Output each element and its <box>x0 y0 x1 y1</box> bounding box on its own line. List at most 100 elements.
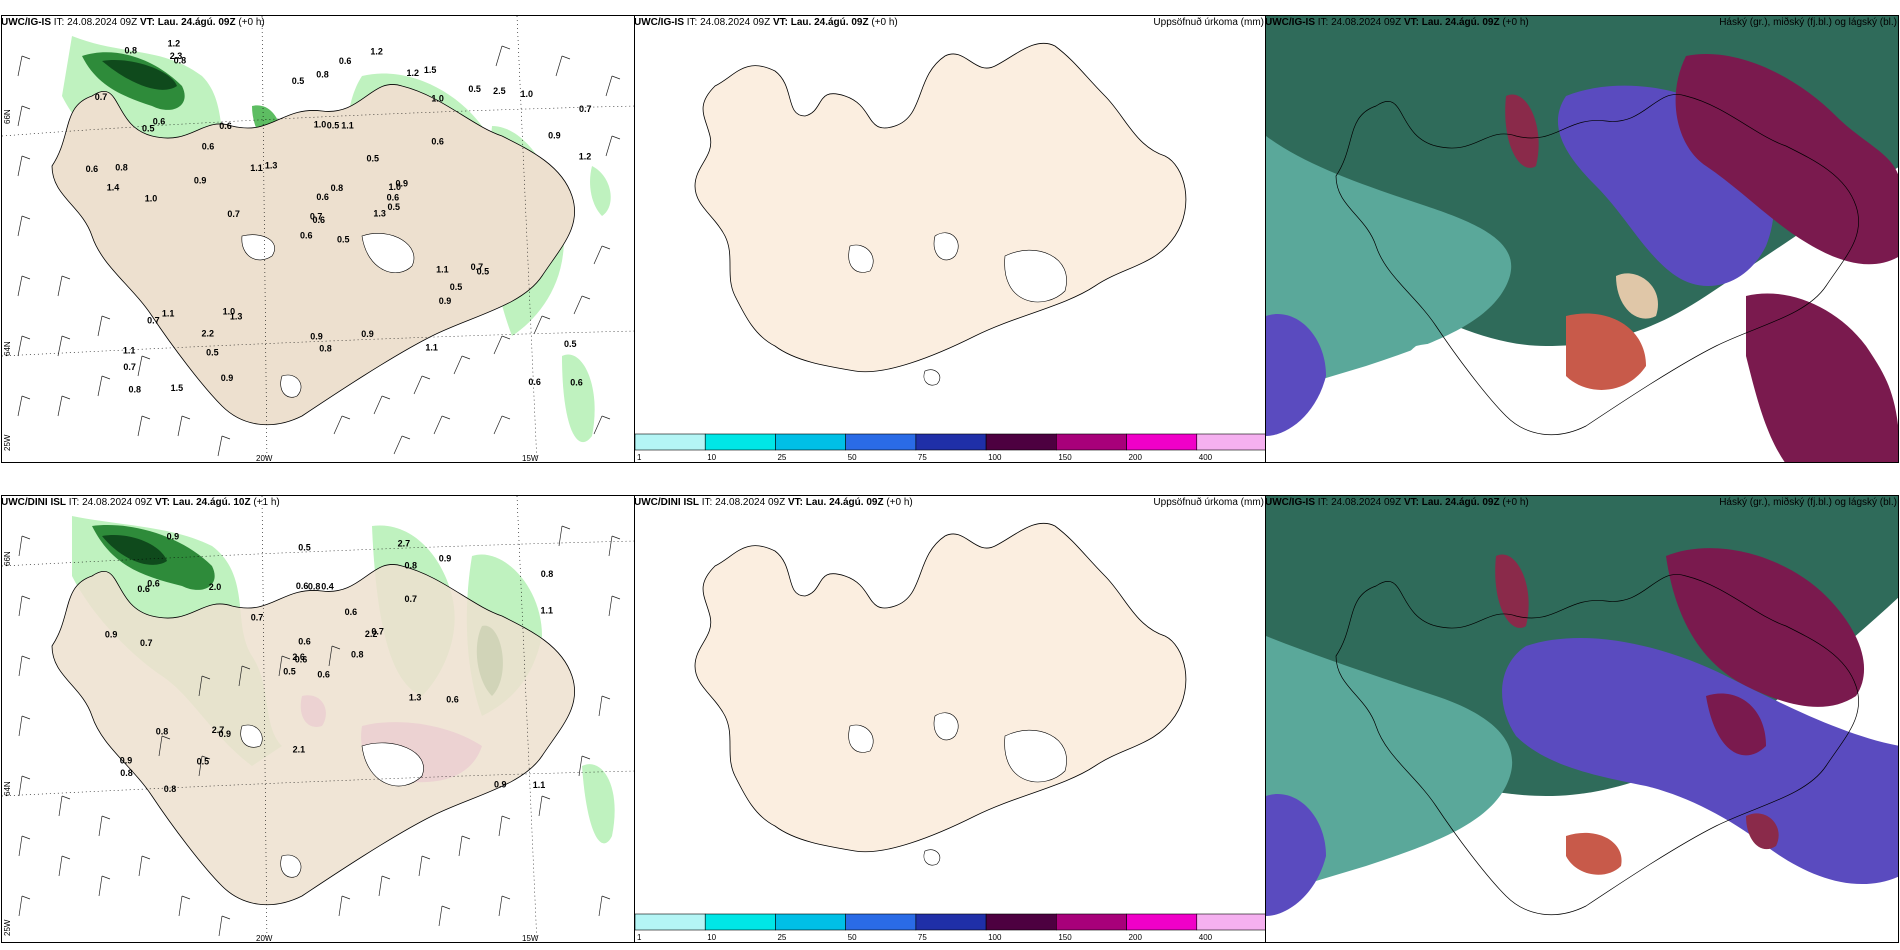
precip-value-label: 1.3 <box>230 311 243 321</box>
colorbar-swatch <box>845 433 917 451</box>
precip-value-label: 0.6 <box>298 637 311 647</box>
precip-value-label: 0.7 <box>95 92 108 102</box>
precip-value-label: 0.8 <box>174 56 187 66</box>
precip-value-label: 0.9 <box>361 329 374 339</box>
precip-value-label: 1.4 <box>107 182 120 192</box>
panel-3-lead: (+0 h) <box>1502 17 1529 28</box>
precip-value-label: 0.8 <box>120 768 133 778</box>
precip-value-label: 0.5 <box>450 282 463 292</box>
colorbar-swatch <box>775 913 846 931</box>
precip-value-label: 1.0 <box>431 93 444 103</box>
colorbar-swatch <box>704 433 776 451</box>
precip-value-label: 0.6 <box>300 231 313 241</box>
precip-value-label: 0.9 <box>310 332 323 342</box>
precip-value-label: 2.5 <box>493 86 506 96</box>
precip-value-label: 0.5 <box>142 123 155 133</box>
colorbar-tick-label: 25 <box>777 453 786 462</box>
precip-colorbar: 1 10 25 50 75 100 150 200 400 <box>635 432 1265 462</box>
precip-value-label: 1.3 <box>409 693 422 703</box>
precip-value-label: 0.6 <box>316 192 329 202</box>
panel-top-left-precip-wind: 0.5 0.5 0.6 1.1 1.0 1.3 1.5 1.1 1.0 1.3 0.8 0.6 1.0 0… <box>1 15 635 463</box>
colorbar-tick-label: 400 <box>1199 453 1213 462</box>
precip-value-label: 1.2 <box>370 46 383 56</box>
panel-3-header: UWC/IG-IS IT: 24.08.2024 09Z VT: Lau. 24… <box>1265 15 1899 31</box>
panel-5-header: UWC/DINI ISL IT: 24.08.2024 09Z VT: Lau.… <box>634 495 1266 511</box>
precip-value-label: 0.8 <box>351 650 364 660</box>
colorbar-tick-label: 100 <box>988 453 1002 462</box>
colorbar-tick-label: 50 <box>848 933 857 942</box>
panel-6-model: UWC/IG-IS <box>1265 497 1315 508</box>
colorbar-swatch <box>915 433 987 451</box>
lon-label-20w: 20W <box>256 934 273 943</box>
precip-value-label: 0.8 <box>129 385 142 395</box>
colorbar-tick-label: 150 <box>1058 933 1072 942</box>
colorbar-tick-label: 10 <box>707 933 716 942</box>
land-outline <box>1335 574 1859 916</box>
precip-value-label: 0.5 <box>292 76 305 86</box>
precip-value-label: 0.6 <box>317 669 330 679</box>
map-canvas <box>1266 496 1898 942</box>
precip-value-label: 0.9 <box>105 629 118 639</box>
panel-3-it: IT: 24.08.2024 09Z <box>1317 17 1402 28</box>
precip-value-label: 0.9 <box>439 554 452 564</box>
colorbar-swatch <box>1056 913 1127 931</box>
colorbar-tick-label: 200 <box>1129 453 1143 462</box>
precip-value-label: 0.7 <box>251 613 264 623</box>
precip-value-label: 0.8 <box>319 343 332 353</box>
precip-value-label: 0.9 <box>194 176 207 186</box>
colorbar-swatch <box>985 433 1057 451</box>
precip-value-label: 0.6 <box>339 56 352 66</box>
precip-value-label: 0.5 <box>477 267 490 277</box>
precip-value-label: 1.2 <box>579 152 592 162</box>
precip-value-label: 0.9 <box>120 755 133 765</box>
precip-value-label: 1.1 <box>162 309 175 319</box>
colorbar-swatch <box>775 433 846 451</box>
precip-value-label: 0.6 <box>153 116 166 126</box>
precip-value-label: 2.2 <box>202 329 215 339</box>
precip-value-label: 1.2 <box>168 38 181 48</box>
lat-label-66n: 66N <box>3 109 12 124</box>
precip-value-label: 0.8 <box>156 727 169 737</box>
panel-6-field: Háský (gr.), miðský (fj.bl.) og lágský (… <box>1719 497 1897 508</box>
precip-value-label: 0.6 <box>202 142 215 152</box>
panel-2-field: Uppsöfnuð úrkoma (mm) <box>1153 17 1264 28</box>
precip-value-label: 0.5 <box>564 339 577 349</box>
precip-value-label: 0.9 <box>494 780 507 790</box>
precip-value-label: 2.7 <box>212 725 225 735</box>
land <box>51 564 576 906</box>
precip-value-label: 0.6 <box>431 136 444 146</box>
precip-value-label: 0.6 <box>295 655 308 665</box>
precip-value-label: 0.9 <box>396 179 409 189</box>
panel-4-model: UWC/DINI ISL <box>1 497 66 508</box>
panel-6-vt: VT: Lau. 24.ágú. 09Z <box>1403 497 1500 508</box>
colorbar-swatch <box>845 913 917 931</box>
precip-value-label: 2.6 <box>292 652 305 662</box>
panel-bottom-left-precip-wind: 0.6 0.6 0.6 0.9 2.2 0.9 2.7 0.4 0.8 0.8 0.9 1.1 0.7 0… <box>1 495 635 943</box>
panel-3-vt: VT: Lau. 24.ágú. 09Z <box>1403 17 1500 28</box>
precip-value-label: 0.6 <box>345 607 358 617</box>
precip-value-label: 0.5 <box>283 667 296 677</box>
colorbar-tick-label: 25 <box>777 933 786 942</box>
precip-value-label: 0.5 <box>337 234 350 244</box>
precip-value-label: 1.2 <box>407 68 420 78</box>
precip-value-label: 0.7 <box>579 104 592 114</box>
precip-value-label: 0.9 <box>548 131 561 141</box>
precip-value-label: 2.7 <box>398 539 411 549</box>
precip-value-label: 1.1 <box>250 163 263 173</box>
precip-value-label: 0.7 <box>471 262 484 272</box>
precip-value-label: 0.6 <box>147 578 160 588</box>
colorbar-tick-label: 200 <box>1129 933 1143 942</box>
colorbar-tick-label: 100 <box>988 933 1002 942</box>
panel-2-it: IT: 24.08.2024 09Z <box>686 17 771 28</box>
precip-value-label: 0.7 <box>140 638 153 648</box>
cloud-layers <box>1266 496 1898 939</box>
panel-5-field: Uppsöfnuð úrkoma (mm) <box>1153 497 1264 508</box>
graticule <box>2 16 634 462</box>
land <box>694 42 1187 386</box>
precip-value-label: 0.8 <box>115 163 128 173</box>
graticule <box>2 496 634 942</box>
precip-value-label: 0.6 <box>446 694 459 704</box>
precip-value-label: 0.5 <box>367 154 380 164</box>
colorbar-swatch <box>635 913 706 931</box>
precip-value-labels: 0.50.50.61.11.01.31.51.11.01.30.80.61.00… <box>86 38 592 394</box>
